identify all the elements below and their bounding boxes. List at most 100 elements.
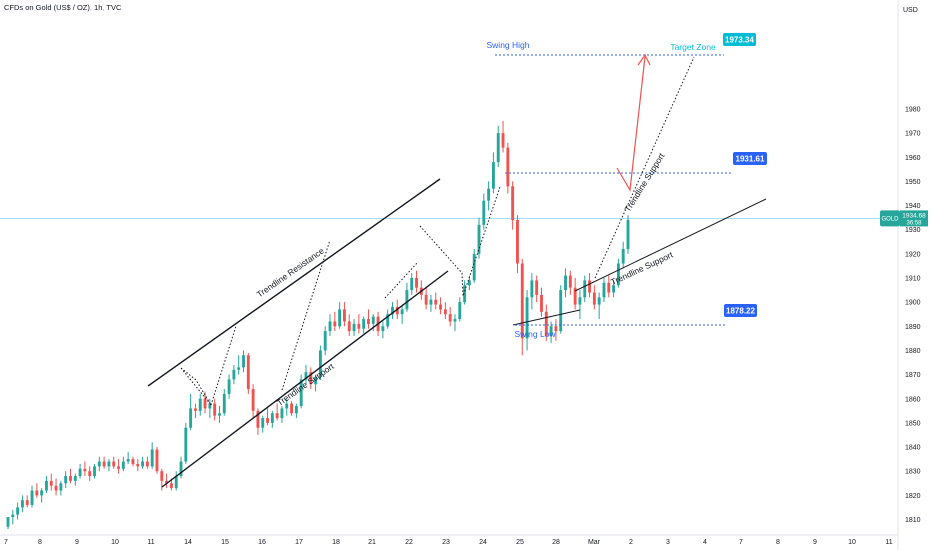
- projection-arrow-head: [637, 53, 651, 66]
- candle-body: [506, 147, 510, 187]
- candle-body: [314, 377, 318, 385]
- price-badge-bg: [900, 210, 928, 227]
- y-tick-label: 1830: [905, 469, 921, 476]
- candle-body: [112, 461, 116, 467]
- x-tick-label: 17: [295, 539, 303, 546]
- x-tick-label: 7: [739, 539, 743, 546]
- candle-body: [141, 461, 145, 467]
- time-axis[interactable]: 7 8 9 10 11 14 15 16 17 18 21 22 23 24 25 28 Mar 2 3 4 7 8 9 10…: [4, 539, 893, 546]
- x-tick-label: 3: [666, 539, 670, 546]
- candle-body: [621, 249, 625, 264]
- y-tick-label: 1810: [905, 517, 921, 524]
- x-tick-label: 15: [221, 539, 229, 546]
- chart-header: CFDs on Gold (US$ / OZ), 1h, TVC: [4, 3, 122, 12]
- target-price-tag: 1973.34: [723, 33, 756, 46]
- x-tick-label: 23: [442, 539, 450, 546]
- swing-low-price-tag-bg: [724, 304, 757, 317]
- y-tick-label: 1820: [905, 493, 921, 500]
- symbol-description[interactable]: CFDs on Gold (US$ / OZ): [4, 3, 90, 12]
- candle-body: [323, 331, 327, 351]
- interval-label[interactable]: 1h: [94, 3, 103, 12]
- candle-body: [607, 282, 611, 293]
- swing-low-label: Swing Low: [514, 329, 556, 339]
- y-tick-label: 1970: [905, 131, 921, 138]
- candle-body: [266, 418, 269, 423]
- candle-body: [472, 253, 476, 281]
- candle-body: [318, 350, 322, 378]
- candle-body: [477, 224, 481, 254]
- candle-body: [198, 398, 202, 411]
- price-axis[interactable]: 1810 1820 1830 1840 1850 1860 1870 1880 1890 1900…: [905, 106, 921, 524]
- candle-body: [424, 294, 428, 305]
- candle-body: [227, 379, 231, 394]
- candle-body: [496, 133, 500, 163]
- x-tick-label: Mar: [588, 539, 601, 546]
- candle-body: [429, 299, 433, 305]
- candle-body: [391, 306, 394, 315]
- candle-body: [487, 188, 491, 201]
- candle-body: [626, 220, 630, 250]
- candle-body: [280, 408, 284, 419]
- candle-body: [150, 449, 154, 467]
- candle-body: [169, 483, 173, 489]
- projection-arrow: [616, 56, 646, 192]
- candle-body: [612, 285, 616, 293]
- x-tick-label: 24: [479, 539, 487, 546]
- candle-body: [511, 186, 515, 221]
- candle-body: [597, 297, 601, 305]
- candle-body: [559, 290, 563, 332]
- candle-body: [35, 490, 39, 496]
- candle-body: [395, 306, 399, 315]
- candle-body: [30, 490, 34, 506]
- swing-low-price-tag-text: 1878.22: [726, 307, 755, 316]
- candle-body: [458, 302, 462, 320]
- candle-body: [6, 517, 10, 527]
- candle-body: [381, 326, 385, 332]
- candle-body: [400, 309, 404, 315]
- resistance-price-tag-text: 1931.61: [736, 155, 765, 164]
- candle-body: [64, 476, 68, 484]
- candle-body: [304, 372, 308, 380]
- currency-label: USD: [903, 7, 918, 14]
- candle-body: [434, 299, 438, 305]
- target-price-tag-text: 1973.34: [725, 36, 754, 45]
- y-tick-label: 1940: [905, 203, 921, 210]
- candle-body: [242, 355, 245, 368]
- candle-body: [342, 309, 346, 322]
- candle-body: [333, 321, 337, 327]
- candle-body: [592, 292, 596, 305]
- candle-body: [578, 297, 582, 305]
- x-tick-label: 9: [813, 539, 817, 546]
- candle-body: [309, 372, 313, 385]
- candle-body: [616, 263, 620, 286]
- candle-body: [573, 287, 577, 305]
- candle-body: [73, 476, 77, 481]
- candle-body: [83, 468, 87, 472]
- y-tick-label: 1910: [905, 276, 921, 283]
- candle-body: [482, 200, 486, 225]
- candle-body: [568, 275, 572, 288]
- candle-body: [520, 263, 524, 339]
- candle-body: [222, 393, 226, 414]
- trendline-support-channel: [161, 270, 449, 488]
- y-tick-label: 1850: [905, 420, 921, 427]
- candle-body: [107, 461, 111, 467]
- candle-body: [189, 408, 193, 428]
- wedge-breakout: [419, 186, 501, 297]
- x-tick-label: 21: [368, 539, 376, 546]
- y-tick-label: 1870: [905, 372, 921, 379]
- candle-body: [117, 466, 120, 469]
- x-tick-label: 9: [75, 539, 79, 546]
- x-tick-label: 25: [516, 539, 524, 546]
- candle-body: [213, 403, 217, 416]
- candle-body: [93, 466, 96, 477]
- trendline-support-lower: [574, 198, 767, 292]
- x-tick-label: 18: [332, 539, 340, 546]
- candle-body: [237, 367, 241, 370]
- target-price-tag-bg: [723, 33, 756, 46]
- candle-body: [544, 311, 548, 336]
- candle-body: [179, 461, 183, 477]
- candle-body: [16, 507, 20, 515]
- candle-body: [352, 323, 356, 332]
